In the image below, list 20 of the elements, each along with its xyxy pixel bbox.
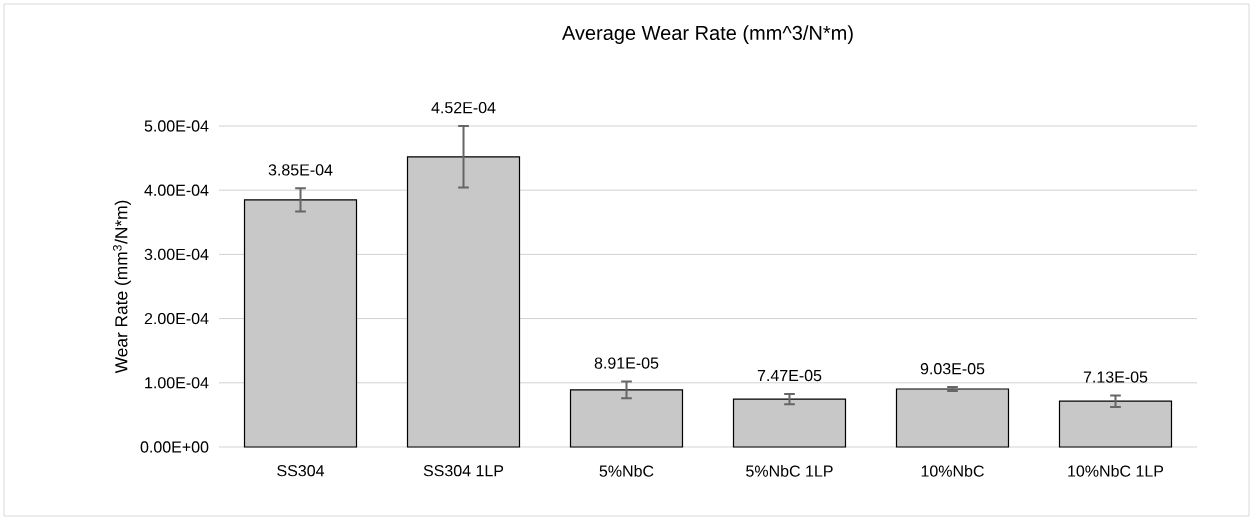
chart-title: Average Wear Rate (mm^3/N*m) (562, 25, 853, 44)
data-label: 3.85E-04 (268, 164, 333, 176)
data-label: 7.13E-05 (1083, 371, 1148, 383)
y-axis-title: Wear Rate (mm$^{3}$/N*m) (113, 200, 131, 374)
y-tick-label: 4.00E-04 (144, 184, 209, 196)
x-tick-label: SS304 1LP (423, 465, 504, 477)
y-tick-label: 0.00E+00 (140, 441, 209, 453)
data-label: 8.91E-05 (594, 357, 659, 369)
x-tick-label: SS304 (277, 465, 325, 477)
y-tick-label: 5.00E-04 (144, 120, 209, 132)
y-tick-label: 3.00E-04 (144, 248, 209, 261)
x-tick-label: 10%NbC 1LP (1068, 465, 1164, 477)
y-tick-label: 2.00E-04 (144, 312, 209, 325)
x-tick-label: 5%NbC (599, 465, 654, 477)
x-tick-label: 10%NbC (921, 465, 984, 477)
data-label: 4.52E-04 (431, 101, 496, 114)
x-tick-label: 5%NbC 1LP (746, 465, 833, 477)
data-label: 7.47E-05 (757, 369, 822, 382)
y-tick-label: 1.00E-04 (145, 377, 209, 389)
data-label: 9.03E-05 (920, 363, 985, 375)
